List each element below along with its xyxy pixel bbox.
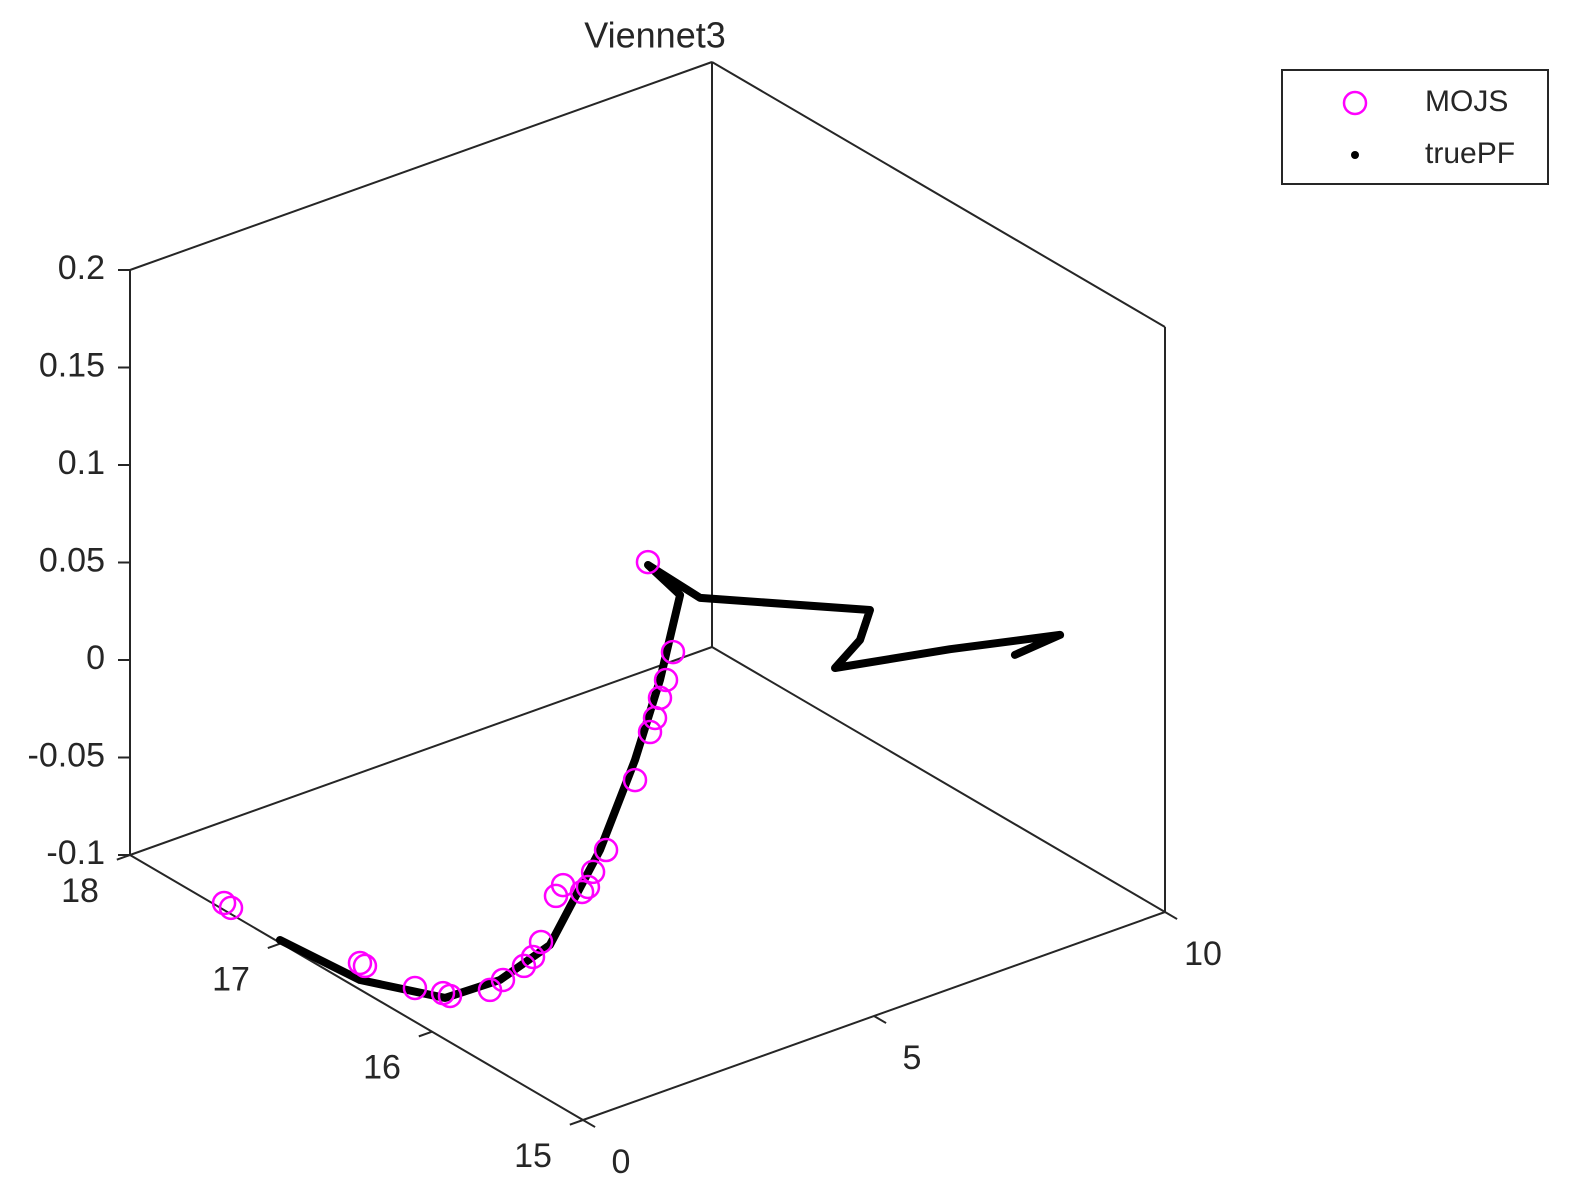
- x-tick-label: 5: [903, 1039, 922, 1077]
- y-tick: [569, 1119, 584, 1126]
- y-tick-label: 18: [61, 872, 99, 910]
- marker: [575, 874, 601, 900]
- chart-title: Viennet3: [584, 15, 725, 56]
- marker: [477, 977, 503, 1003]
- axis-edge: [129, 61, 713, 271]
- y-tick-label: 16: [363, 1049, 401, 1087]
- axis-edge: [129, 854, 584, 1121]
- z-tick-label: 0.05: [39, 541, 105, 579]
- axis-edge: [711, 61, 1166, 328]
- marker: [402, 975, 428, 1001]
- z-tick-label: -0.1: [46, 834, 105, 872]
- y-tick-label: 15: [514, 1137, 552, 1175]
- marker: [528, 929, 554, 955]
- marker: [543, 883, 569, 909]
- marker: [347, 950, 373, 976]
- x-tick: [582, 1119, 596, 1128]
- marker: [642, 705, 668, 731]
- z-tick-label: 0.1: [58, 444, 105, 482]
- z-tick-label: 0: [86, 639, 105, 677]
- z-tick-label: 0.15: [39, 346, 105, 384]
- legend-label: MOJS: [1425, 85, 1508, 118]
- marker: [580, 859, 606, 885]
- marker: [593, 837, 619, 863]
- x-tick: [1164, 911, 1178, 920]
- marker: [653, 667, 679, 693]
- legend-box: [1281, 69, 1549, 185]
- legend-label: truePF: [1425, 137, 1515, 170]
- marker: [635, 549, 661, 575]
- marker: [430, 980, 456, 1006]
- z-tick-label: 0.2: [58, 249, 105, 287]
- axis-edge: [711, 646, 1166, 913]
- marker: [352, 953, 378, 979]
- y-tick-label: 17: [212, 960, 250, 998]
- y-tick: [418, 1030, 433, 1038]
- marker: [660, 639, 686, 665]
- axis-edge: [129, 646, 713, 856]
- marker: [520, 944, 546, 970]
- marker: [637, 719, 663, 745]
- y-tick: [267, 942, 282, 949]
- y-tick: [116, 854, 131, 861]
- series-line: [275, 561, 1065, 1002]
- z-tick-label: -0.05: [28, 736, 106, 774]
- marker: [511, 953, 537, 979]
- marker: [622, 767, 648, 793]
- x-tick-label: 0: [612, 1143, 631, 1181]
- legend-marker: [1342, 90, 1368, 116]
- x-tick-label: 10: [1184, 935, 1222, 973]
- marker: [211, 890, 237, 916]
- marker: [218, 895, 244, 921]
- legend-marker: [1351, 151, 1359, 159]
- x-tick: [873, 1015, 887, 1024]
